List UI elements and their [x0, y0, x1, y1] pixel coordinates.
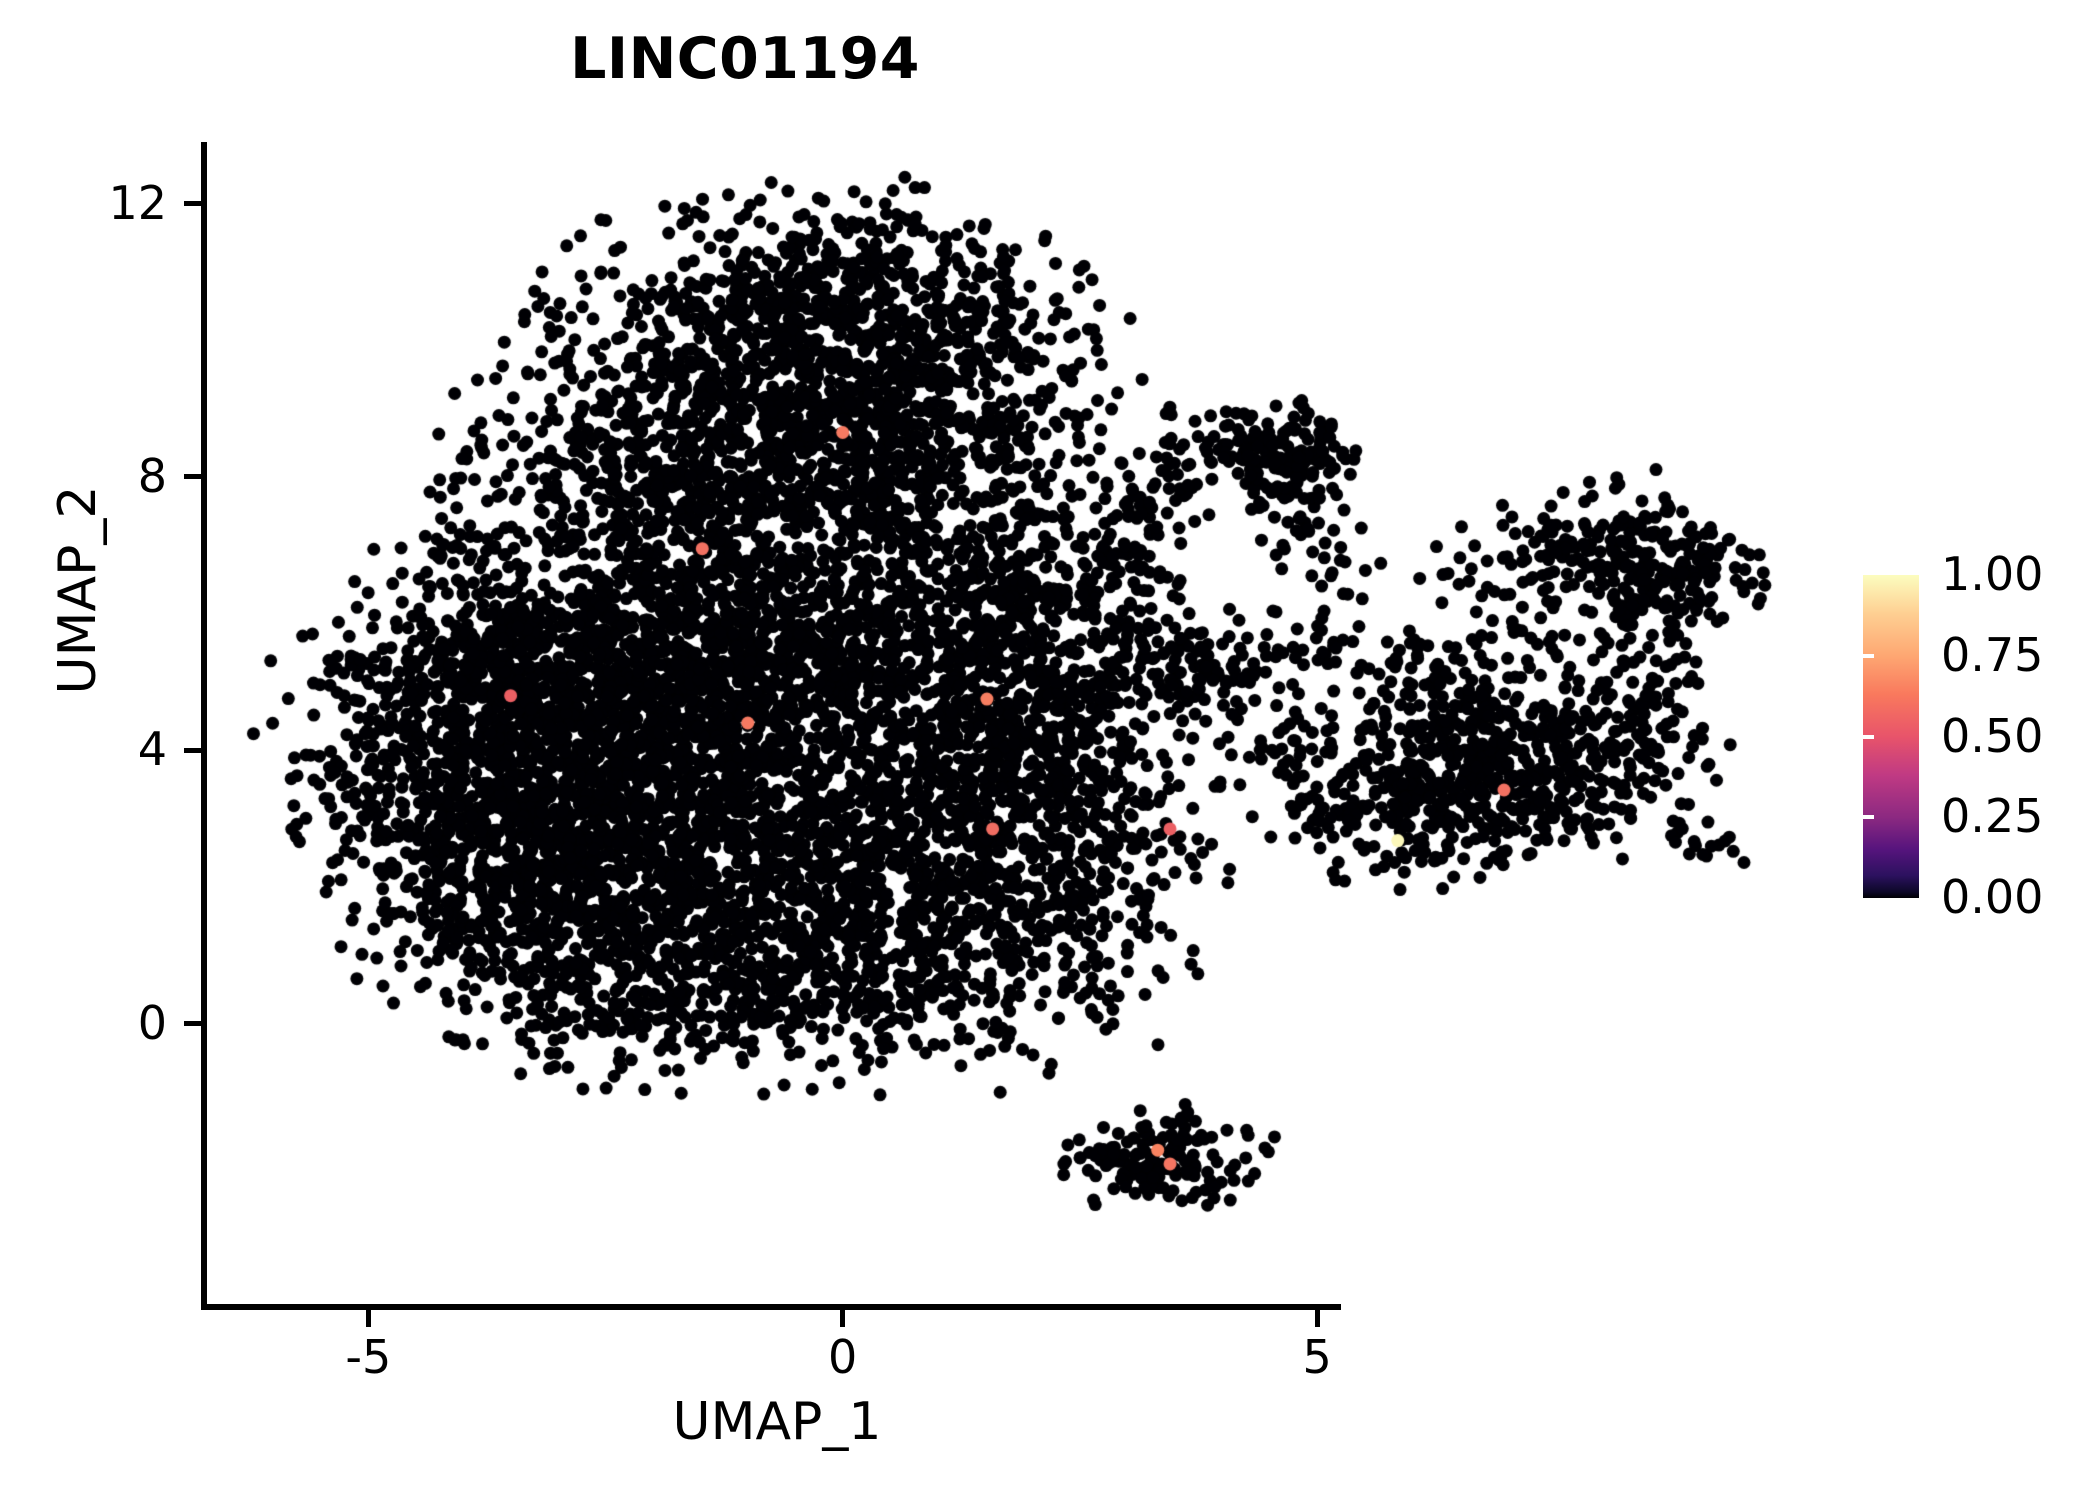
plot-axes-area: 0 4 8 12 -5 0 5 — [108, 142, 1801, 1380]
y-axis-label: UMAP_2 — [48, 485, 108, 695]
y-axis-spine — [201, 142, 207, 1304]
x-tick-mark — [1314, 1310, 1320, 1327]
x-tick-label: -5 — [345, 1330, 392, 1384]
x-axis-spine — [201, 1304, 1341, 1310]
colorbar-tick-mark — [2082, 815, 2093, 820]
y-tick-label: 12 — [108, 175, 167, 230]
colorbar-tick-label: 1.00 — [1941, 547, 2044, 601]
colorbar-tick-label: 0.75 — [1941, 627, 2044, 682]
x-axis-label: UMAP_1 — [672, 1392, 882, 1452]
page-title: LINC01194 — [570, 26, 920, 92]
y-tick-mark — [184, 201, 201, 207]
y-tick-mark — [184, 1021, 201, 1027]
colorbar-tick-label: 0.00 — [1941, 870, 2044, 924]
x-tick-mark — [840, 1310, 846, 1327]
colorbar: 1.00 0.75 0.50 0.25 0.00 — [1863, 551, 2093, 920]
colorbar-tick-mark — [2082, 653, 2093, 658]
y-tick-mark — [184, 474, 201, 480]
y-tick-label: 8 — [137, 448, 167, 503]
colorbar-tick-mark — [2082, 734, 2093, 739]
x-tick-mark — [365, 1310, 371, 1327]
y-tick-mark — [184, 747, 201, 753]
colorbar-tick-mark — [1863, 815, 1874, 820]
colorbar-tick-label: 0.50 — [1941, 708, 2044, 763]
y-tick-label: 4 — [137, 722, 167, 777]
x-tick-label: 5 — [1302, 1330, 1332, 1384]
y-tick-label: 0 — [137, 995, 167, 1050]
colorbar-tick-label: 0.25 — [1941, 789, 2044, 844]
x-tick-label: 0 — [828, 1330, 858, 1384]
colorbar-tick-mark — [1863, 653, 1874, 658]
colorbar-tick-mark — [1863, 734, 1874, 739]
scatter-plot-canvas — [207, 142, 1801, 1304]
